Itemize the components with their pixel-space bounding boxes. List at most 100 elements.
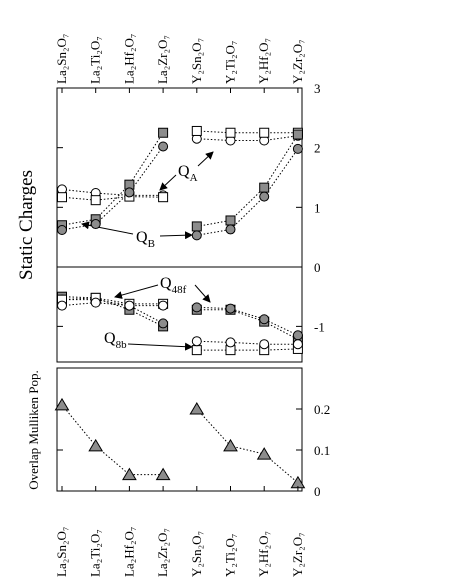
arrow <box>197 151 214 167</box>
point <box>158 318 169 329</box>
point <box>57 300 67 311</box>
y-tick-label: 3 <box>314 81 321 96</box>
annotation: Q8b <box>104 330 127 351</box>
point <box>225 127 236 138</box>
plot-frame <box>56 367 303 492</box>
x-tick-label: Y₂Ti₂O₇ <box>223 534 238 577</box>
y-tick-label: 0 <box>314 260 321 275</box>
point <box>191 230 202 241</box>
y-tick-label: 1 <box>314 200 321 215</box>
arrow <box>159 231 193 240</box>
x-tick-label: Y₂Zr₂O₇ <box>290 39 305 84</box>
point <box>88 438 104 452</box>
x-tick-label: La₂Zr₂O₇ <box>155 35 170 84</box>
point <box>259 191 270 202</box>
annotation-text: Q <box>136 229 148 246</box>
point <box>256 447 272 460</box>
y-axis-label: Overlap Mulliken Pop. <box>26 370 41 490</box>
point <box>122 467 137 481</box>
point <box>191 125 202 136</box>
point <box>90 297 101 308</box>
x-tick-label: La₂Zr₂O₇ <box>155 528 170 577</box>
point <box>158 192 169 203</box>
point <box>124 187 135 198</box>
y-axis-label: Static Charges <box>16 170 37 280</box>
point <box>158 141 169 152</box>
y-tick-label: 0.2 <box>314 402 330 417</box>
point <box>259 127 270 138</box>
point <box>57 192 67 203</box>
y-tick-label: 0 <box>314 484 321 499</box>
x-tick-label: Y₂Sn₂O₇ <box>189 38 204 84</box>
x-tick-label: Y₂Hf₂O₇ <box>256 38 271 84</box>
x-tick-label: La₂Ti₂O₇ <box>88 529 103 577</box>
point <box>225 224 236 235</box>
annotation-text: Q <box>160 275 172 292</box>
series-line <box>61 297 164 305</box>
y-tick-label: -1 <box>314 319 325 334</box>
point <box>191 345 202 356</box>
annotation-sub: 48f <box>172 284 187 296</box>
arrow <box>81 221 134 235</box>
x-tick-label: La₂Ti₂O₇ <box>88 36 103 84</box>
point <box>225 337 236 348</box>
series-line <box>196 306 299 336</box>
series-line <box>196 134 299 227</box>
annotation-sub: B <box>148 238 155 250</box>
x-tick-label: La₂Sn₂O₇ <box>54 527 69 577</box>
point <box>225 215 236 226</box>
series-line <box>196 348 298 351</box>
series-line <box>61 302 164 307</box>
point <box>223 438 238 452</box>
annotation-text: Q <box>178 163 190 180</box>
x-tick-label: Y₂Hf₂O₇ <box>256 531 271 577</box>
point <box>292 339 303 350</box>
series-line <box>196 135 298 142</box>
point <box>259 314 270 325</box>
point <box>292 330 303 341</box>
point <box>124 300 135 311</box>
point <box>191 336 202 347</box>
x-tick-label: Y₂Sn₂O₇ <box>189 531 204 577</box>
point <box>189 402 205 415</box>
series-line <box>196 130 298 134</box>
series-line <box>61 132 164 226</box>
x-tick-label: Y₂Zr₂O₇ <box>290 532 305 577</box>
point <box>57 225 67 236</box>
point <box>292 129 303 140</box>
arrow <box>127 342 193 351</box>
point <box>225 303 236 314</box>
series-line <box>61 146 164 231</box>
point <box>191 302 202 313</box>
series-line <box>61 196 164 201</box>
y-tick-label: 2 <box>314 141 321 156</box>
point <box>54 397 70 411</box>
plot-frame <box>56 266 303 363</box>
x-tick-label: La₂Hf₂O₇ <box>121 527 136 577</box>
series-line <box>61 296 164 327</box>
x-tick-label: La₂Hf₂O₇ <box>121 34 136 84</box>
annotation-sub: A <box>190 172 198 184</box>
series-line <box>196 340 298 345</box>
arrow <box>194 284 211 303</box>
point <box>259 182 270 193</box>
point <box>158 300 169 311</box>
point <box>155 467 171 481</box>
arrow <box>159 174 177 191</box>
annotation-text: Q <box>104 330 116 347</box>
point <box>158 127 169 138</box>
point <box>90 195 101 206</box>
point <box>292 143 303 154</box>
x-tick-label: La₂Sn₂O₇ <box>54 34 69 84</box>
series-line <box>196 408 299 484</box>
series-line <box>61 188 164 196</box>
arrow <box>114 284 159 299</box>
series-line <box>196 309 299 340</box>
point <box>90 219 101 230</box>
x-tick-label: Y₂Ti₂O₇ <box>223 41 238 84</box>
y-tick-label: 0.1 <box>314 443 330 458</box>
annotation-sub: 8b <box>116 339 128 351</box>
point <box>191 221 202 232</box>
